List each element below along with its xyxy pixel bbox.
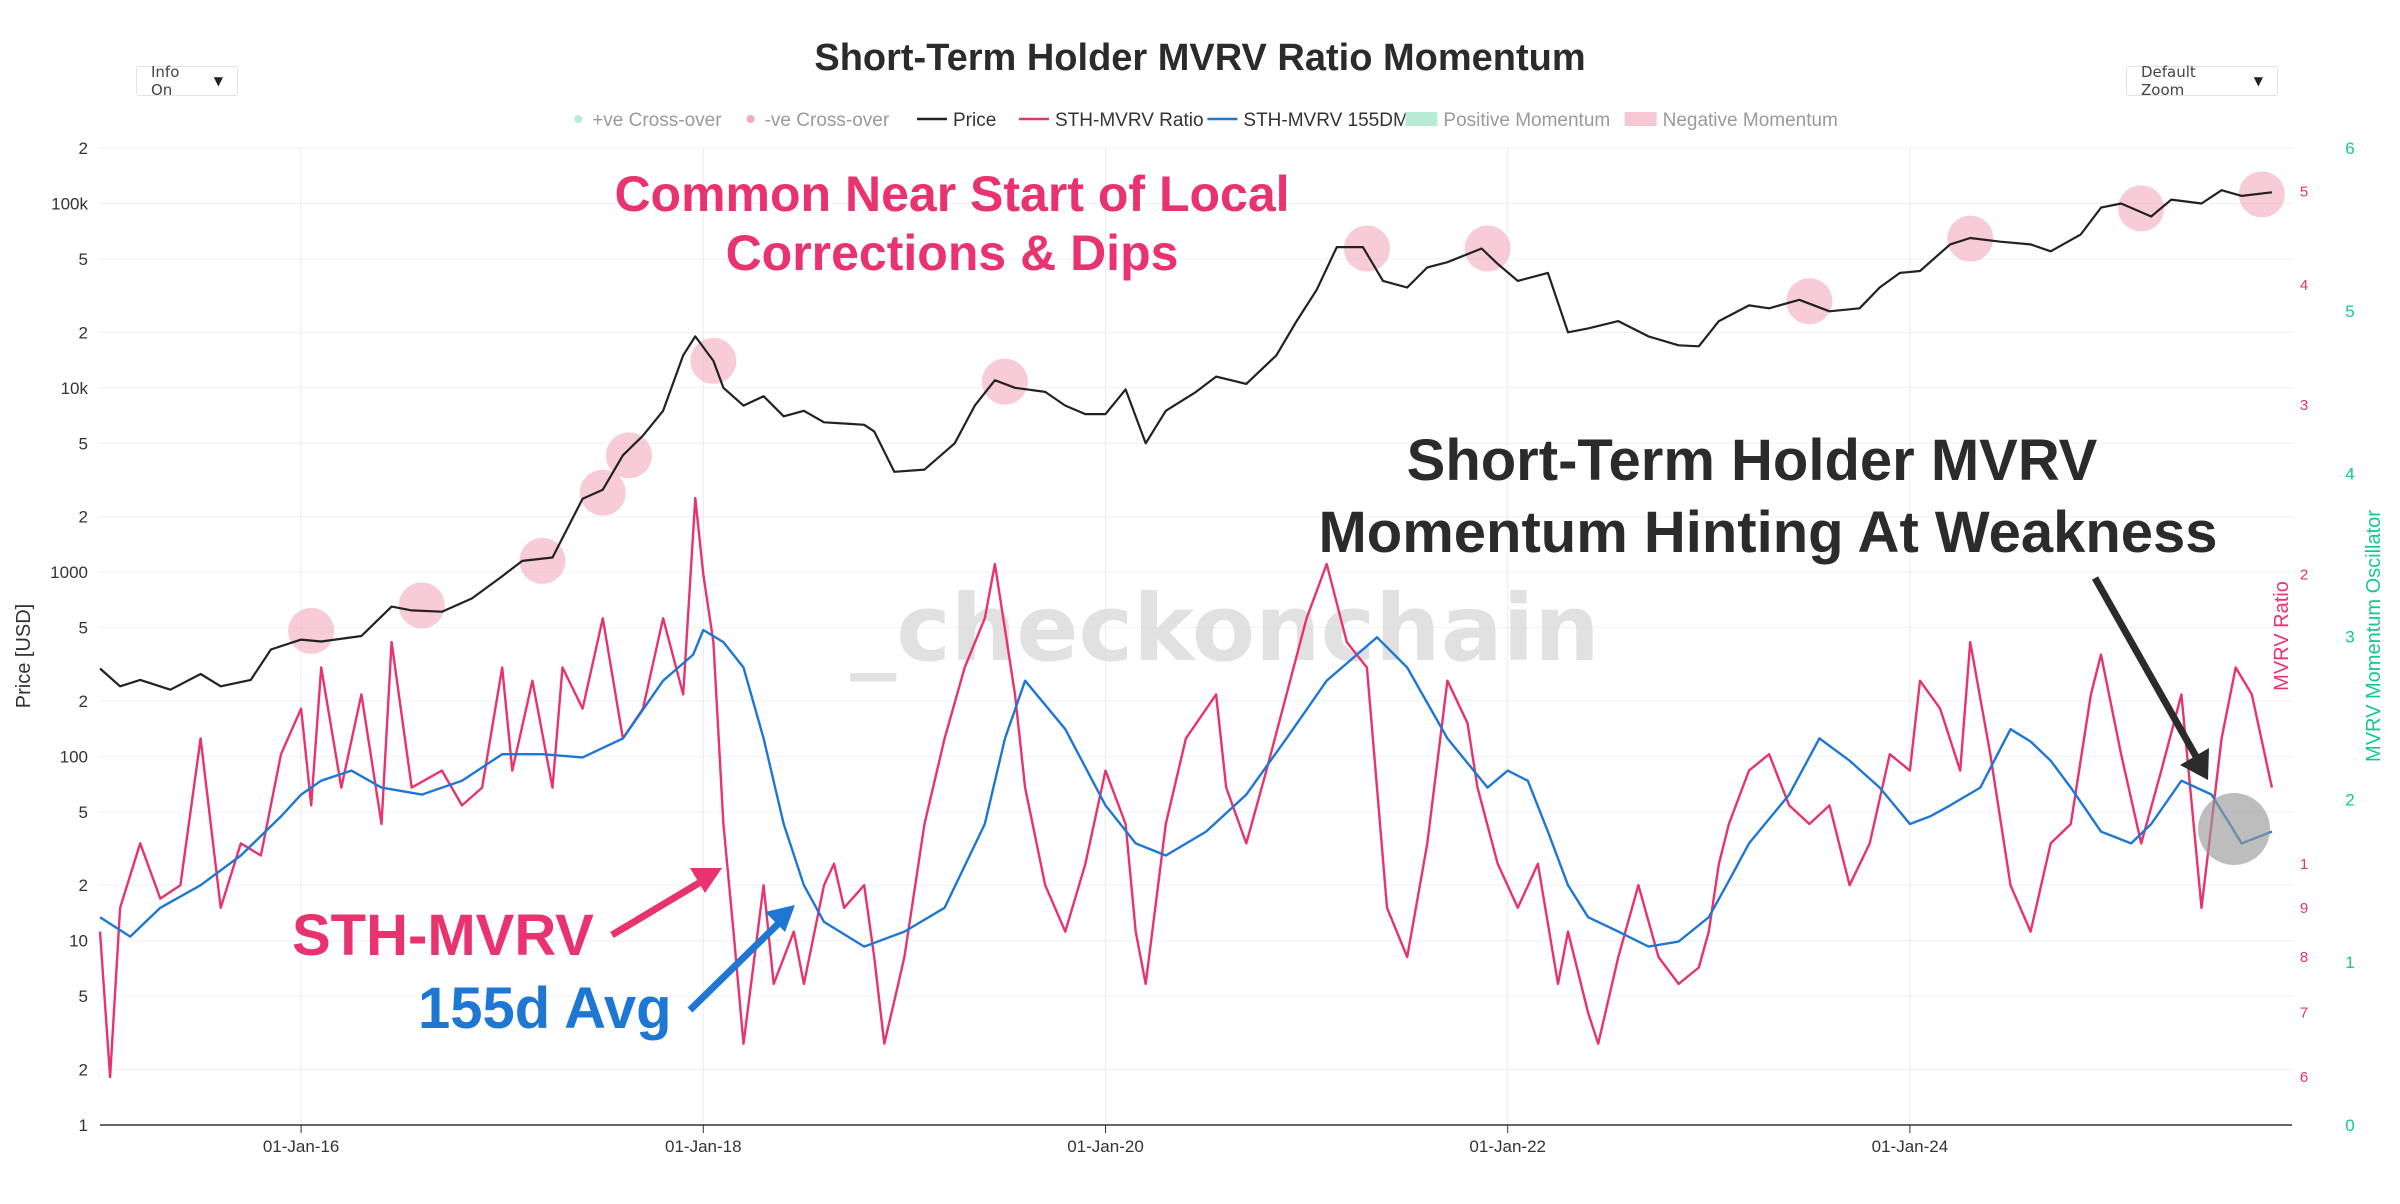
legend-swatch-dot — [746, 115, 755, 123]
x-tick-label: 01-Jan-18 — [665, 1137, 742, 1156]
oscillator-axis: 0 1 2 3 4 5 6 — [2345, 139, 2354, 1135]
mvrv-tick-label: 6 — [2300, 1069, 2308, 1086]
legend: +ve Cross-over -ve Cross-over Price STH-MVR… — [574, 110, 1838, 131]
price-tick-label: 2 — [79, 876, 88, 895]
x-tick-label: 01-Jan-24 — [1872, 1137, 1949, 1156]
oscillator-tick-label: 0 — [2345, 1116, 2354, 1135]
legend-label: Negative Momentum — [1663, 110, 1838, 131]
price-tick-label: 2 — [79, 139, 88, 158]
weakness-arrow — [2091, 576, 2202, 762]
price-series-line — [99, 189, 2273, 691]
mvrv-tick-label: 1 — [2300, 856, 2308, 873]
oscillator-tick-label: 5 — [2345, 302, 2354, 321]
avg-arrow — [687, 919, 783, 1013]
negative-crossover-marker — [1464, 225, 1511, 272]
zoom-dropdown[interactable]: Default Zoom ▼ — [2126, 63, 2278, 99]
watermark: _checkonchain — [850, 575, 1600, 682]
price-tick-label: 5 — [79, 803, 88, 822]
negative-crossover-marker — [1786, 278, 1833, 325]
negative-crossover-marker — [579, 469, 626, 516]
price-tick-label: 10 — [69, 932, 88, 951]
price-tick-label: 5 — [79, 619, 88, 638]
series-layer — [98, 189, 2274, 1079]
price-tick-label: 2 — [79, 1061, 88, 1080]
info-toggle-dropdown[interactable]: Info On ▼ — [136, 63, 238, 99]
sth-mvrv-ratio-line — [98, 496, 2274, 1079]
legend-swatch-box — [1405, 112, 1438, 126]
x-tick-label: 01-Jan-16 — [263, 1137, 340, 1156]
negative-crossover-marker — [288, 607, 335, 654]
oscillator-tick-label: 1 — [2345, 953, 2354, 972]
price-tick-label: 100 — [60, 747, 88, 766]
x-tick-label: 01-Jan-20 — [1067, 1137, 1144, 1156]
price-tick-label: 2 — [79, 323, 88, 342]
price-tick-label: 5 — [79, 434, 88, 453]
zoom-label: Default Zoom — [2141, 63, 2196, 99]
legend-label: STH-MVRV 155DMA — [1243, 110, 1421, 131]
mvrv-axis: 6 7 8 9 1 2 3 4 5 — [2300, 184, 2308, 1087]
legend-label: Price — [953, 110, 996, 131]
price-tick-label: 1 — [79, 1116, 88, 1135]
highlight-circle — [2198, 793, 2270, 865]
negative-crossover-marker — [981, 358, 1028, 405]
sth-mvrv-arrow — [610, 876, 706, 939]
negative-crossover-marker — [398, 582, 445, 629]
legend-label: -ve Cross-over — [765, 110, 890, 131]
price-tick-label: 2 — [79, 692, 88, 711]
mvrv-tick-label: 2 — [2300, 566, 2308, 583]
legend-label: +ve Cross-over — [592, 110, 722, 131]
price-tick-label: 100k — [51, 194, 88, 213]
sth-mvrv-label: STH-MVRV — [292, 903, 594, 968]
mvrv-tick-label: 8 — [2300, 949, 2308, 966]
weakness-arrow-head — [2180, 748, 2209, 780]
oscillator-tick-label: 3 — [2345, 628, 2354, 647]
mvrv-tick-label: 3 — [2300, 397, 2308, 414]
x-tick-label: 01-Jan-22 — [1469, 1137, 1546, 1156]
x-axis: 01-Jan-16 01-Jan-18 01-Jan-20 01-Jan-22 01-J… — [100, 1124, 2292, 1156]
legend-label: Positive Momentum — [1443, 110, 1610, 131]
mvrv-tick-label: 7 — [2300, 1005, 2308, 1022]
chevron-down-icon: ▼ — [213, 74, 223, 88]
dips-annotation-line2: Corrections & Dips — [726, 225, 1179, 281]
price-tick-label: 10k — [61, 379, 89, 398]
negative-crossover-marker — [519, 537, 566, 584]
legend-swatch-dot — [574, 115, 583, 123]
oscillator-axis-label: MVRV Momentum Oscillator — [2363, 510, 2385, 762]
sth-mvrv-155dma-line — [99, 628, 2273, 948]
weakness-annotation-line2: Momentum Hinting At Weakness — [1318, 500, 2217, 565]
info-toggle-label: Info On — [151, 63, 180, 99]
price-tick-label: 5 — [79, 250, 88, 269]
avg-label: 155d Avg — [418, 976, 672, 1041]
price-axis: 1 2 5 10 2 5 100 2 5 1000 2 5 10k 2 5 100k 2 — [50, 139, 88, 1135]
dips-annotation-line1: Common Near Start of Local — [614, 166, 1289, 222]
chart-title: Short-Term Holder MVRV Ratio Momentum — [814, 37, 1585, 79]
oscillator-tick-label: 2 — [2345, 790, 2354, 809]
mvrv-tick-label: 5 — [2300, 184, 2308, 201]
negative-crossover-marker — [1343, 225, 1390, 272]
oscillator-tick-label: 4 — [2345, 465, 2354, 484]
mvrv-axis-label: MVRV Ratio — [2271, 581, 2293, 691]
price-tick-label: 5 — [79, 987, 88, 1006]
price-tick-label: 1000 — [50, 563, 88, 582]
legend-label: STH-MVRV Ratio — [1055, 110, 1204, 131]
weakness-annotation-line1: Short-Term Holder MVRV — [1407, 428, 2098, 493]
mvrv-tick-label: 9 — [2300, 900, 2308, 917]
negative-crossover-marker — [2118, 185, 2165, 232]
mvrv-tick-label: 4 — [2300, 277, 2308, 294]
legend-swatch-box — [1624, 112, 1657, 126]
oscillator-tick-label: 6 — [2345, 139, 2354, 158]
chevron-down-icon: ▼ — [2253, 74, 2263, 88]
avg-arrow-head — [765, 905, 795, 932]
price-tick-label: 2 — [79, 508, 88, 527]
crossover-markers — [288, 171, 2285, 654]
gridlines — [100, 147, 2292, 1126]
sth-mvrv-arrow-head — [690, 868, 722, 893]
price-axis-label: Price [USD] — [13, 604, 35, 708]
